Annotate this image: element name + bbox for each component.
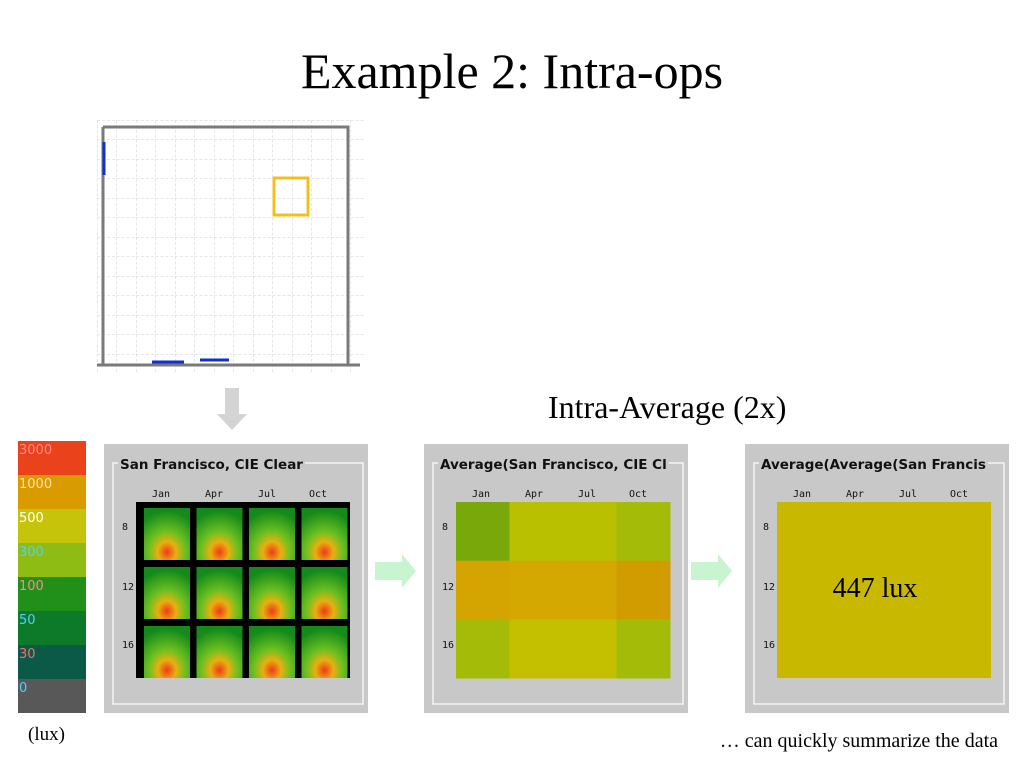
legend-unit: (lux) — [28, 724, 65, 745]
legend-swatch — [18, 645, 86, 679]
hour-label: 16 — [122, 640, 134, 651]
month-label: Jul — [899, 489, 917, 500]
panel: Average(San Francisco, CIE Cl Jan Apr Jul Oc… — [424, 444, 688, 713]
legend-label: 0 — [19, 681, 27, 696]
legend-label: 100 — [19, 579, 44, 594]
heatmap-cell — [456, 619, 510, 679]
hour-label: 12 — [122, 582, 134, 593]
title-bg — [438, 456, 669, 472]
legend-swatch — [18, 475, 86, 509]
heatmap-cell — [196, 508, 243, 560]
heatmap-cell — [196, 567, 243, 619]
down-arrow — [217, 388, 247, 430]
caption: … can quickly summarize the data — [720, 730, 998, 752]
month-label: Jan — [793, 489, 811, 500]
panel-title: Average(San Francisco, CIE Cl — [440, 457, 667, 473]
heatmap-cell — [777, 502, 991, 678]
legend-label: 1000 — [19, 477, 52, 492]
heatmap-cell — [249, 626, 295, 678]
hour-label: 8 — [763, 522, 769, 533]
heatmap-cell — [144, 567, 190, 619]
heatmap-cell — [301, 626, 348, 678]
legend-swatch — [18, 611, 86, 645]
value-label: 447 lux — [833, 573, 918, 604]
hour-label: 8 — [122, 522, 128, 533]
heatmap-cell — [144, 626, 190, 678]
hour-label: 16 — [763, 640, 775, 651]
legend-swatch — [18, 441, 86, 475]
heatmap-cell — [249, 567, 295, 619]
month-label: Jul — [258, 489, 276, 500]
annotation: Intra-Average (2x) — [548, 389, 786, 425]
heatmap-cell — [509, 619, 564, 679]
month-label: Apr — [846, 489, 864, 500]
legend-label: 30 — [19, 647, 36, 662]
legend-label: 50 — [19, 613, 36, 628]
panel: San Francisco, CIE Clear Jan Apr Jul Oct 8 12 1… — [104, 444, 368, 713]
panel-title: San Francisco, CIE Clear — [120, 457, 303, 473]
heatmap-cell — [563, 560, 617, 620]
month-label: Apr — [205, 489, 223, 500]
heatmap-cell — [616, 502, 671, 562]
legend-swatch — [18, 543, 86, 577]
panel: Average(Average(San Francis Jan Apr Jul Oct 8… — [745, 444, 1009, 713]
month-label: Jan — [472, 489, 490, 500]
heatmap-cell — [196, 626, 243, 678]
title-bg — [118, 456, 305, 472]
month-label: Oct — [629, 489, 647, 500]
heatmap-cell — [301, 508, 348, 560]
heatmap-cell — [563, 502, 617, 562]
month-label: Oct — [309, 489, 327, 500]
right-arrow — [691, 554, 732, 588]
slide-title: Example 2: Intra-ops — [301, 43, 723, 99]
heatmap-cell — [563, 619, 617, 679]
legend-label: 500 — [19, 511, 44, 526]
heatmap-cell — [456, 560, 510, 620]
legend-label: 3000 — [19, 443, 52, 458]
panels: San Francisco, CIE Clear Jan Apr Jul Oct 8 12 1… — [104, 444, 1009, 713]
hour-label: 12 — [442, 582, 454, 593]
floor-plan — [97, 120, 365, 372]
panel-title: Average(Average(San Francis — [761, 457, 986, 473]
title-bg — [759, 456, 988, 472]
legend-swatch — [18, 679, 86, 713]
heatmap-cell — [456, 502, 510, 562]
heatmap-cell — [616, 560, 671, 620]
hour-label: 12 — [763, 582, 775, 593]
month-label: Oct — [950, 489, 968, 500]
month-label: Apr — [525, 489, 543, 500]
heatmap-cell — [249, 508, 295, 560]
hour-label: 8 — [442, 522, 448, 533]
legend-swatch — [18, 509, 86, 543]
hour-label: 16 — [442, 640, 454, 651]
heatmap-cell — [144, 508, 190, 560]
month-label: Jul — [578, 489, 596, 500]
heatmap-cell — [301, 567, 348, 619]
month-label: Jan — [152, 489, 170, 500]
right-arrow — [375, 554, 416, 588]
legend-label: 300 — [19, 545, 44, 560]
heatmap-cell — [509, 502, 564, 562]
heatmap-cell — [509, 560, 564, 620]
legend-swatch — [18, 577, 86, 611]
heatmap-cell — [616, 619, 671, 679]
